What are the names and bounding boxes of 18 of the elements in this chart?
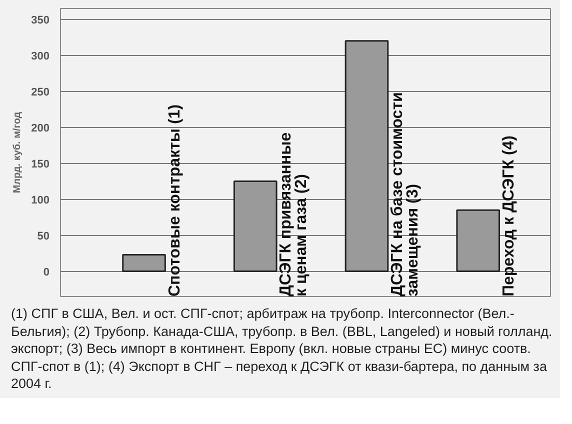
y-tick-label: 150: [31, 158, 50, 170]
y-tick-label: 100: [31, 194, 50, 206]
y-tick-label: 350: [31, 14, 50, 26]
x-tick-label: ДСЭГК на базе стоимости замещения (3): [389, 92, 422, 296]
y-tick-label: 300: [31, 50, 50, 62]
y-tick-label: 250: [31, 86, 50, 98]
bar: [122, 254, 166, 272]
y-axis-title: Млрд. куб. м/год: [12, 111, 24, 194]
text: (1) СПГ в США, Вел. и ост. СПГ-спот; арбитраж на трубопр. Interconnector (Вел.-Бельгия); (2) Трубопр. Канада-США, трубопр. в Вел. (BBL, Langeled) и новый голланд. экспорт; (3) Весь импорт в континент. Европу (вкл. новые страны ЕС) минус соотв. СПГ-спот в (1); (4) Экспорт в СНГ – переход к ДСЭГК от квази-бартера, по данным за 2004 г.: [11, 305, 554, 393]
y-tick-label: 50: [37, 230, 50, 242]
y-tick-label: 0: [43, 266, 50, 278]
bar: [344, 40, 389, 272]
bar: [233, 180, 278, 272]
x-tick-label: ДСЭГК привязанные к ценам газа (2): [278, 132, 310, 296]
bar: [456, 209, 500, 272]
x-tick-label: Спотовые контракты (1): [166, 104, 184, 296]
x-tick-label: Переход к ДСЭГК (4): [500, 136, 518, 296]
y-tick-label: 200: [31, 122, 50, 134]
